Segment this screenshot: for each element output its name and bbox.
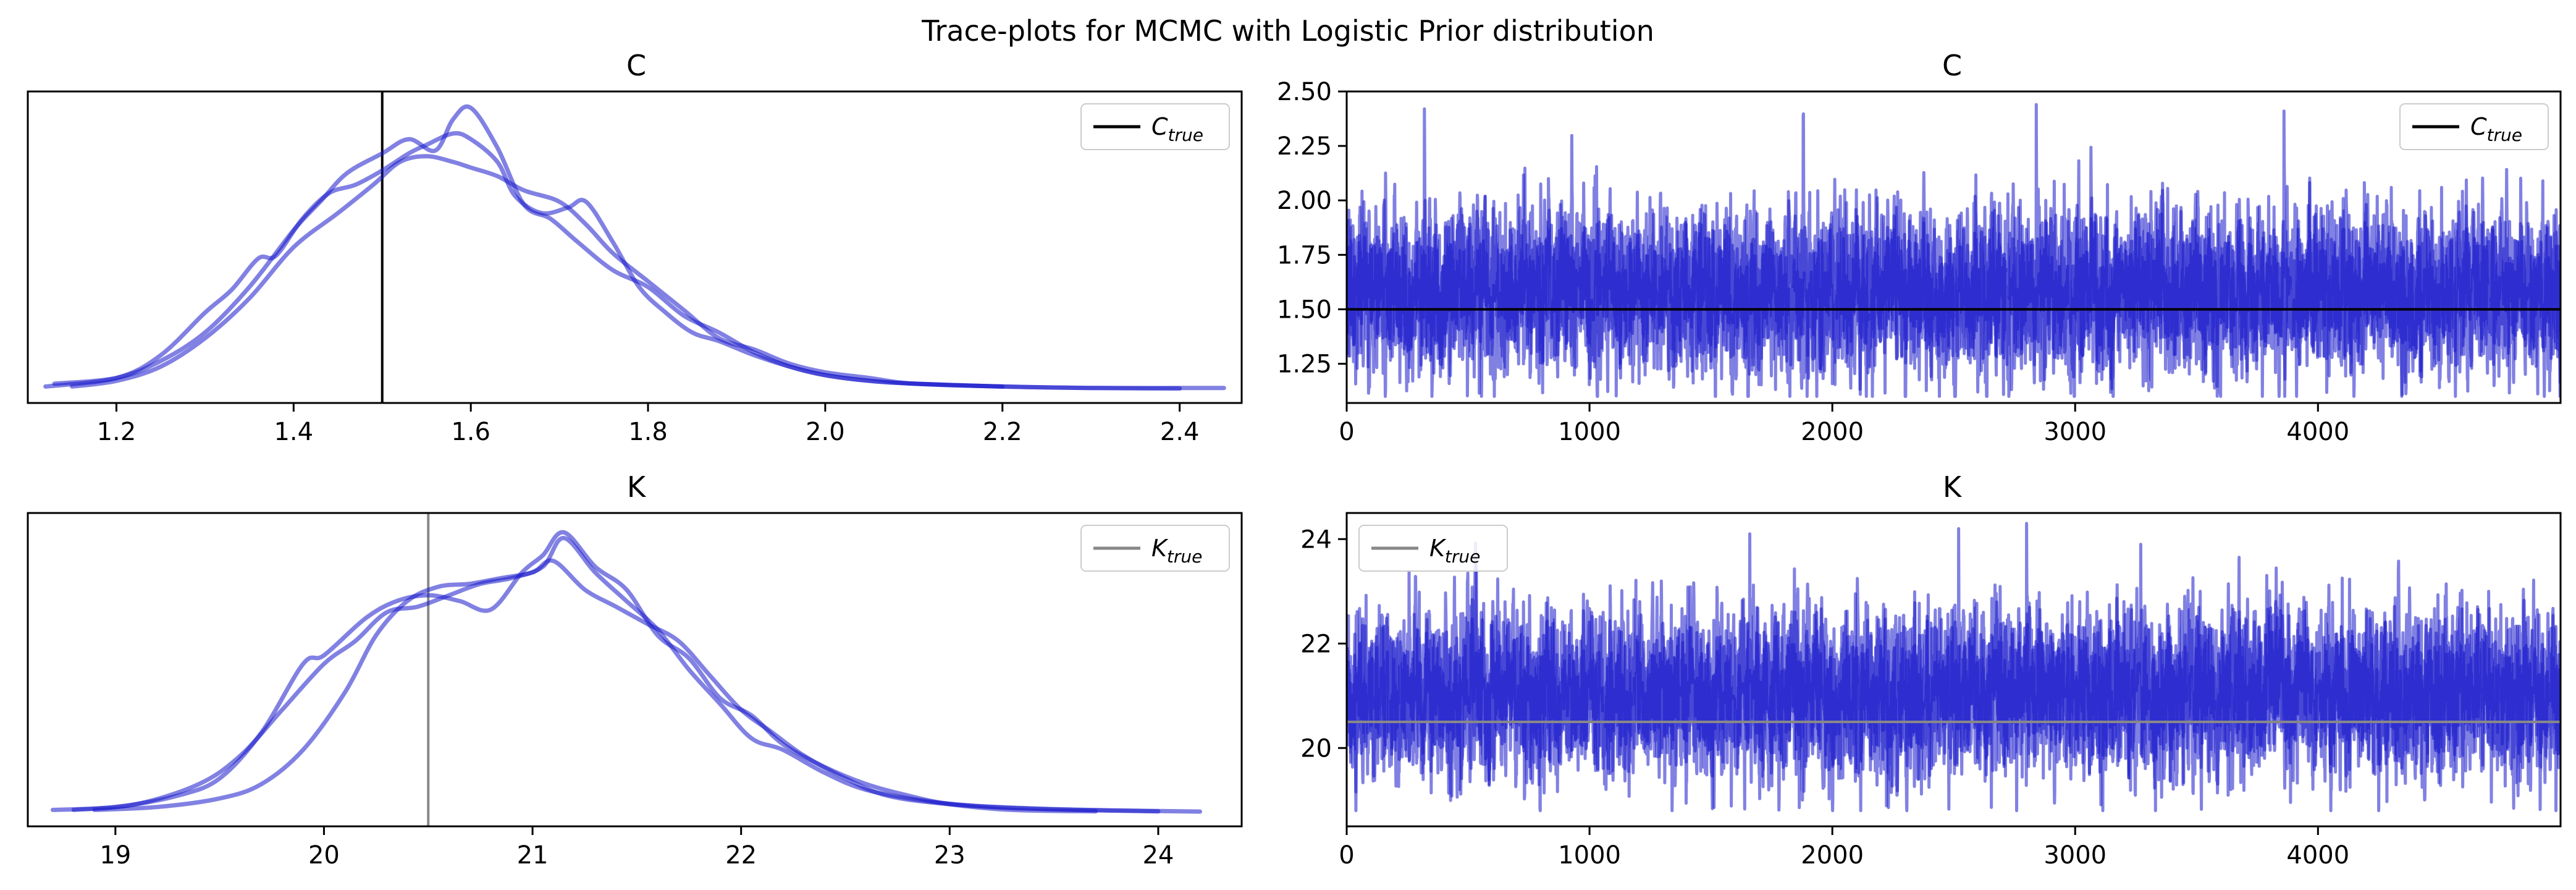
K-density-x-tick-label: 21 [517,841,549,870]
K-trace-frame [1345,512,2562,828]
K-trace-y-tick-label: 24 [1300,525,1332,554]
C-trace-y-tick-label: 1.25 [1277,350,1332,379]
K-density-x-tick-label: 22 [725,841,757,870]
K-density-frame [27,512,1243,828]
C-trace-y-tick-label: 2.50 [1277,78,1332,106]
C-trace-y-tick-label: 2.25 [1277,132,1332,161]
C-density-x-tick-label: 2.4 [1160,418,1200,446]
k-trace-panel: K 0 1000 2000 3000 4000 20 22 24 Ktrue [1300,470,2562,870]
C-trace-x-tick-label: 1000 [1558,418,1621,446]
c-density-title: C [626,49,646,82]
C-trace-legend: Ctrue [2399,103,2549,150]
C-density-frame [27,90,1243,404]
C-trace-y-tick-label: 1.50 [1277,295,1332,324]
C-trace-plot-area [1347,103,2561,398]
K-density-legend: Ktrue [1080,525,1230,572]
K-density-x-tick-label: 19 [99,841,131,870]
C-trace-y-tick-label: 1.75 [1277,241,1332,269]
C-density-x-tick-label: 1.2 [97,418,137,446]
C-trace-x-tick-label: 0 [1339,418,1354,446]
C-trace-x-tick-label: 4000 [2286,418,2349,446]
K-trace-x-tick-label: 3000 [2044,841,2107,870]
K-trace-legend: Ktrue [1358,525,1508,572]
C-density-x-tick-label: 1.4 [274,418,313,446]
legend-label: Ktrue [1151,535,1202,567]
k-trace-title: K [1943,470,1963,504]
K-trace-x-tick-label: 2000 [1801,841,1864,870]
k-density-title: K [627,470,647,504]
K-density-plot-area [51,513,1202,826]
K-trace-plot-area [1347,522,2561,813]
legend-box [1358,525,1508,572]
c-trace-title: C [1942,49,1962,82]
legend-label: Ktrue [1429,535,1480,567]
K-density-x-tick-label: 23 [934,841,966,870]
k-density-panel: K 19 20 21 22 23 24 Ktrue [27,470,1243,870]
figure-title: Trace-plots for MCMC with Logistic Prior… [921,14,1654,48]
C-density-x-tick-label: 2.2 [983,418,1022,446]
C-trace-y-tick-label: 2.00 [1277,187,1332,215]
legend-box [2399,103,2549,150]
C-density-chain-3 [70,154,1182,391]
C-trace-x-tick-label: 2000 [1801,418,1864,446]
K-trace-x-tick-label: 4000 [2286,841,2349,870]
C-density-x-tick-label: 2.0 [806,418,845,446]
c-trace-panel: C 0 1000 2000 3000 4000 1.25 1.50 1.75 2.00 2.25 2… [1277,49,2562,446]
K-trace-chain-3 [1347,567,2561,813]
K-trace-y-tick-label: 20 [1300,734,1332,763]
C-density-chain-2 [52,104,1226,391]
K-trace-y-tick-label: 22 [1300,630,1332,658]
K-density-x-tick-label: 24 [1142,841,1174,870]
K-density-chain-3 [92,558,1202,814]
legend-label: Ctrue [2470,113,2522,145]
c-density-panel: C 1.2 1.4 1.6 1.8 2.0 2.2 2.4 Ctrue [27,49,1243,446]
legend-label: Ctrue [1151,113,1203,145]
K-trace-x-tick-label: 0 [1339,841,1354,870]
K-density-chain-1 [51,530,1098,814]
K-density-x-tick-label: 20 [308,841,340,870]
C-density-plot-area [43,91,1226,403]
C-trace-chain-3 [1347,171,2561,398]
legend-box [1080,525,1230,572]
C-trace-frame [1345,90,2562,404]
legend-box [1080,103,1230,150]
C-trace-x-tick-label: 3000 [2044,418,2107,446]
C-density-legend: Ctrue [1080,103,1230,150]
C-density-x-tick-label: 1.8 [628,418,668,446]
K-trace-x-tick-label: 1000 [1558,841,1621,870]
C-density-x-tick-label: 1.6 [451,418,490,446]
